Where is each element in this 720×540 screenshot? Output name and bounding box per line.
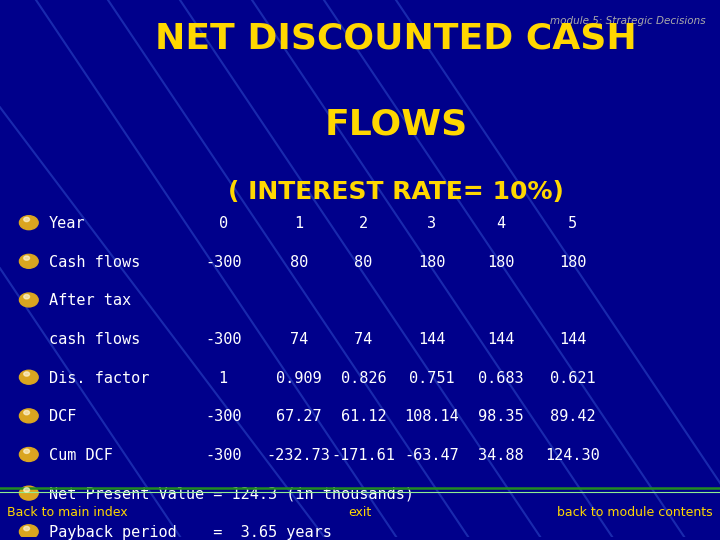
- Text: 61.12: 61.12: [341, 409, 387, 424]
- Text: DCF: DCF: [49, 409, 76, 424]
- Text: 108.14: 108.14: [405, 409, 459, 424]
- Circle shape: [19, 409, 38, 423]
- Circle shape: [19, 448, 38, 462]
- Text: 4: 4: [496, 216, 505, 231]
- Text: 80: 80: [354, 255, 373, 269]
- Text: Year: Year: [49, 216, 86, 231]
- Text: 74: 74: [289, 332, 308, 347]
- Text: 89.42: 89.42: [549, 409, 595, 424]
- Circle shape: [24, 488, 30, 492]
- Text: Dis. factor: Dis. factor: [49, 370, 149, 386]
- Text: 34.88: 34.88: [477, 448, 523, 463]
- Text: -300: -300: [205, 255, 241, 269]
- Circle shape: [24, 526, 30, 531]
- Text: cash flows: cash flows: [49, 332, 140, 347]
- Circle shape: [19, 525, 38, 539]
- Circle shape: [19, 254, 38, 268]
- Text: 0.909: 0.909: [276, 370, 322, 386]
- Text: 3: 3: [428, 216, 436, 231]
- Text: 144: 144: [418, 332, 446, 347]
- Text: 67.27: 67.27: [276, 409, 322, 424]
- Text: After tax: After tax: [49, 293, 131, 308]
- Text: -300: -300: [205, 332, 241, 347]
- Text: 180: 180: [487, 255, 514, 269]
- Text: 0.683: 0.683: [477, 370, 523, 386]
- Text: module 5: Strategic Decisions: module 5: Strategic Decisions: [550, 16, 706, 26]
- Text: 1: 1: [294, 216, 303, 231]
- Text: 98.35: 98.35: [477, 409, 523, 424]
- Text: 180: 180: [559, 255, 586, 269]
- Text: Cash flows: Cash flows: [49, 255, 140, 269]
- Circle shape: [24, 256, 30, 260]
- Text: Cum DCF: Cum DCF: [49, 448, 113, 463]
- Text: 0.751: 0.751: [409, 370, 455, 386]
- Circle shape: [19, 215, 38, 230]
- Circle shape: [24, 449, 30, 454]
- Circle shape: [24, 295, 30, 299]
- Text: 0.826: 0.826: [341, 370, 387, 386]
- Text: 1: 1: [219, 370, 228, 386]
- Circle shape: [19, 486, 38, 500]
- Text: -232.73: -232.73: [267, 448, 330, 463]
- Circle shape: [19, 293, 38, 307]
- Text: 0.621: 0.621: [549, 370, 595, 386]
- Circle shape: [19, 370, 38, 384]
- Text: ( INTEREST RATE= 10%): ( INTEREST RATE= 10%): [228, 180, 564, 204]
- Text: back to module contents: back to module contents: [557, 507, 713, 519]
- Text: Net Present Value = 124.3 (in thousands): Net Present Value = 124.3 (in thousands): [49, 487, 414, 502]
- Text: FLOWS: FLOWS: [325, 107, 467, 141]
- Circle shape: [24, 372, 30, 376]
- Text: 144: 144: [559, 332, 586, 347]
- Text: -171.61: -171.61: [332, 448, 395, 463]
- Text: 74: 74: [354, 332, 373, 347]
- Text: exit: exit: [348, 507, 372, 519]
- Text: -300: -300: [205, 409, 241, 424]
- Text: 180: 180: [418, 255, 446, 269]
- Circle shape: [24, 217, 30, 221]
- Text: NET DISCOUNTED CASH: NET DISCOUNTED CASH: [155, 22, 637, 56]
- Text: 124.30: 124.30: [545, 448, 600, 463]
- Text: Payback period    =  3.65 years: Payback period = 3.65 years: [49, 525, 332, 540]
- Text: 80: 80: [289, 255, 308, 269]
- Text: 5: 5: [568, 216, 577, 231]
- Text: -300: -300: [205, 448, 241, 463]
- Text: 2: 2: [359, 216, 368, 231]
- Text: Back to main index: Back to main index: [7, 507, 128, 519]
- Text: -63.47: -63.47: [405, 448, 459, 463]
- Circle shape: [24, 410, 30, 415]
- Text: 144: 144: [487, 332, 514, 347]
- Text: 0: 0: [219, 216, 228, 231]
